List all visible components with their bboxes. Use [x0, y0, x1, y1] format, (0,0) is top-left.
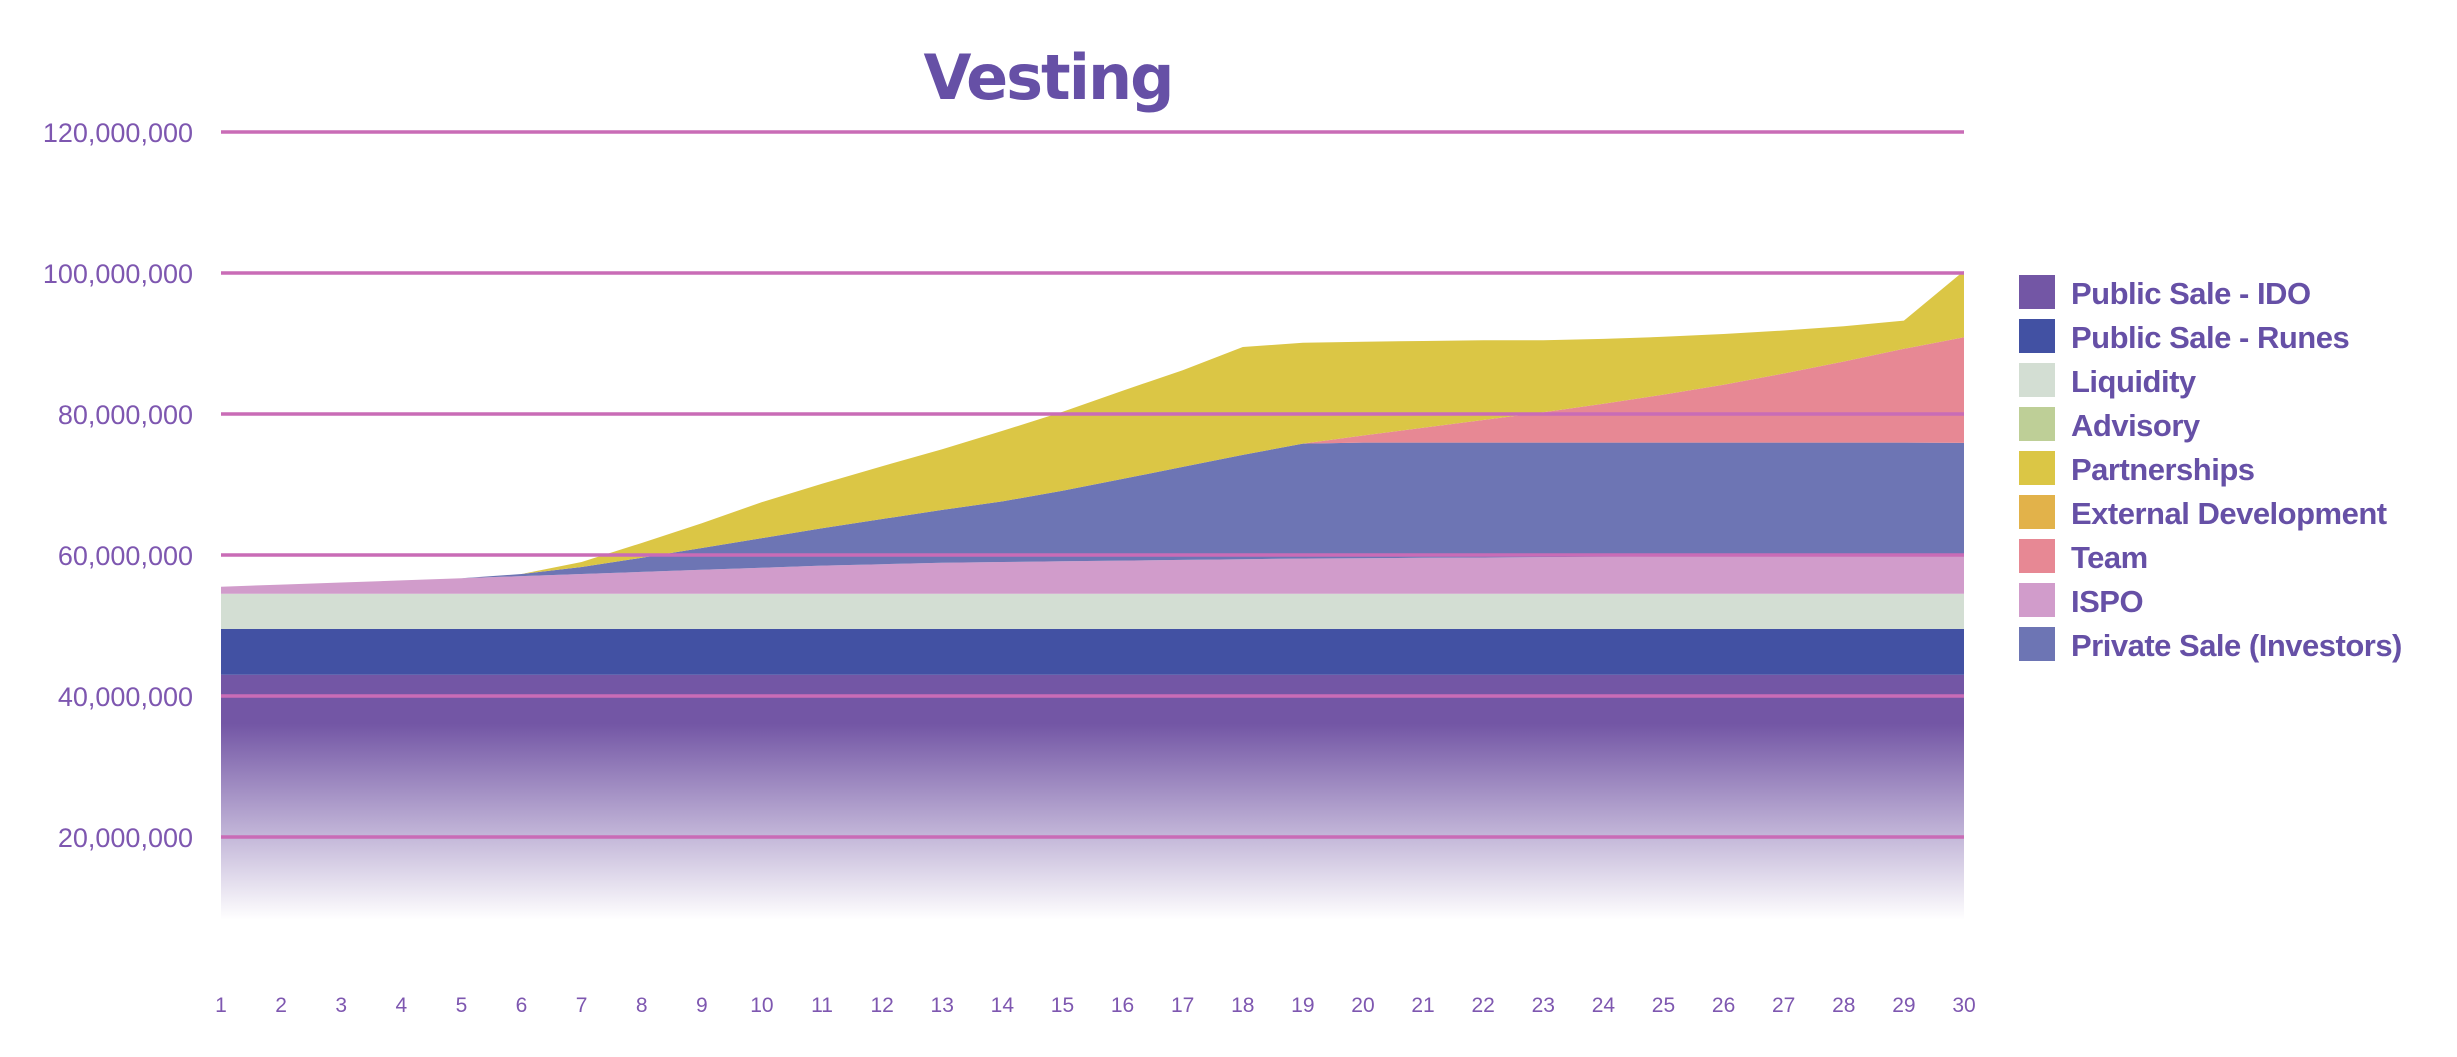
- x-tick-label: 22: [1471, 994, 1494, 1017]
- x-tick-label: 1: [215, 994, 227, 1017]
- legend-label: ISPO: [2071, 584, 2143, 619]
- area-ispo: [221, 555, 1964, 594]
- area-partnerships: [221, 270, 1964, 587]
- legend-item-private-sale-investors: Private Sale (Investors): [2019, 627, 2402, 663]
- legend-label: Private Sale (Investors): [2071, 628, 2402, 663]
- area-public-sale-runes: [221, 629, 1964, 675]
- legend-swatch: [2019, 275, 2055, 309]
- legend-label: Advisory: [2071, 408, 2201, 443]
- y-tick-label: 20,000,000: [58, 823, 193, 853]
- legend-label: External Development: [2071, 496, 2387, 531]
- legend-swatch: [2019, 627, 2055, 661]
- chart-title: Vesting: [924, 41, 1173, 114]
- y-tick-label: 100,000,000: [43, 259, 193, 289]
- legend-item-ispo: ISPO: [2019, 583, 2144, 619]
- legend-item-partnerships: Partnerships: [2019, 451, 2255, 487]
- x-tick-label: 13: [931, 994, 954, 1017]
- legend-item-public-sale-ido: Public Sale - IDO: [2019, 275, 2311, 311]
- legend-item-public-sale-runes: Public Sale - Runes: [2019, 319, 2350, 355]
- y-tick-label: 40,000,000: [58, 682, 193, 712]
- y-tick-label: 120,000,000: [43, 118, 193, 148]
- x-tick-label: 2: [275, 994, 287, 1017]
- y-tick-label: 60,000,000: [58, 541, 193, 571]
- x-tick-label: 12: [870, 994, 893, 1017]
- legend-swatch: [2019, 583, 2055, 617]
- x-tick-label: 11: [811, 994, 833, 1017]
- x-tick-label: 14: [991, 994, 1015, 1017]
- legend-label: Public Sale - Runes: [2071, 320, 2349, 355]
- x-tick-label: 3: [335, 994, 347, 1017]
- x-tick-label: 27: [1772, 994, 1795, 1017]
- x-tick-label: 18: [1231, 994, 1254, 1017]
- x-tick-label: 28: [1832, 994, 1855, 1017]
- x-tick-label: 16: [1111, 994, 1134, 1017]
- legend-swatch: [2019, 363, 2055, 397]
- x-tick-label: 24: [1592, 994, 1616, 1017]
- legend-item-team: Team: [2019, 539, 2148, 575]
- x-tick-label: 15: [1051, 994, 1074, 1017]
- legend-swatch: [2019, 407, 2055, 441]
- stacked-areas: [221, 270, 1964, 920]
- legend-swatch: [2019, 495, 2055, 529]
- x-tick-label: 29: [1892, 994, 1915, 1017]
- x-tick-label: 30: [1952, 994, 1975, 1017]
- area-liquidity: [221, 593, 1964, 629]
- legend-item-liquidity: Liquidity: [2019, 363, 2197, 399]
- legend-item-advisory: Advisory: [2019, 407, 2201, 443]
- legend-item-external-development: External Development: [2019, 495, 2387, 531]
- x-tick-label: 21: [1411, 994, 1434, 1017]
- y-axis-ticks: 20,000,000 40,000,000 60,000,000 80,000,000…: [43, 118, 193, 853]
- x-tick-label: 10: [750, 994, 773, 1017]
- grid-lines: [221, 130, 1964, 839]
- x-tick-label: 8: [636, 994, 648, 1017]
- x-tick-label: 19: [1291, 994, 1314, 1017]
- x-tick-label: 20: [1351, 994, 1374, 1017]
- legend-swatch: [2019, 319, 2055, 353]
- x-tick-label: 4: [395, 994, 407, 1017]
- legend-label: Team: [2071, 540, 2148, 575]
- legend-swatch: [2019, 451, 2055, 485]
- legend-label: Partnerships: [2071, 452, 2255, 487]
- x-tick-label: 23: [1532, 994, 1555, 1017]
- x-tick-label: 26: [1712, 994, 1735, 1017]
- x-tick-label: 9: [696, 994, 708, 1017]
- legend: Public Sale - IDO Public Sale - Runes Liqu…: [2019, 275, 2402, 663]
- area-private-sale-investors: [221, 442, 1964, 587]
- x-tick-label: 7: [576, 994, 588, 1017]
- y-tick-label: 80,000,000: [58, 400, 193, 430]
- x-tick-label: 25: [1652, 994, 1675, 1017]
- legend-label: Liquidity: [2071, 364, 2197, 399]
- area-public-sale-ido: [221, 674, 1964, 920]
- x-tick-label: 6: [516, 994, 528, 1017]
- x-tick-label: 17: [1171, 994, 1194, 1017]
- x-tick-label: 5: [456, 994, 468, 1017]
- legend-swatch: [2019, 539, 2055, 573]
- legend-label: Public Sale - IDO: [2071, 276, 2311, 311]
- x-axis-ticks: 1 2 3 4 5 6 7 8 9 10 11 12 13 14 15 16 17 18 19 20 21 22 23 24 2…: [215, 994, 1976, 1017]
